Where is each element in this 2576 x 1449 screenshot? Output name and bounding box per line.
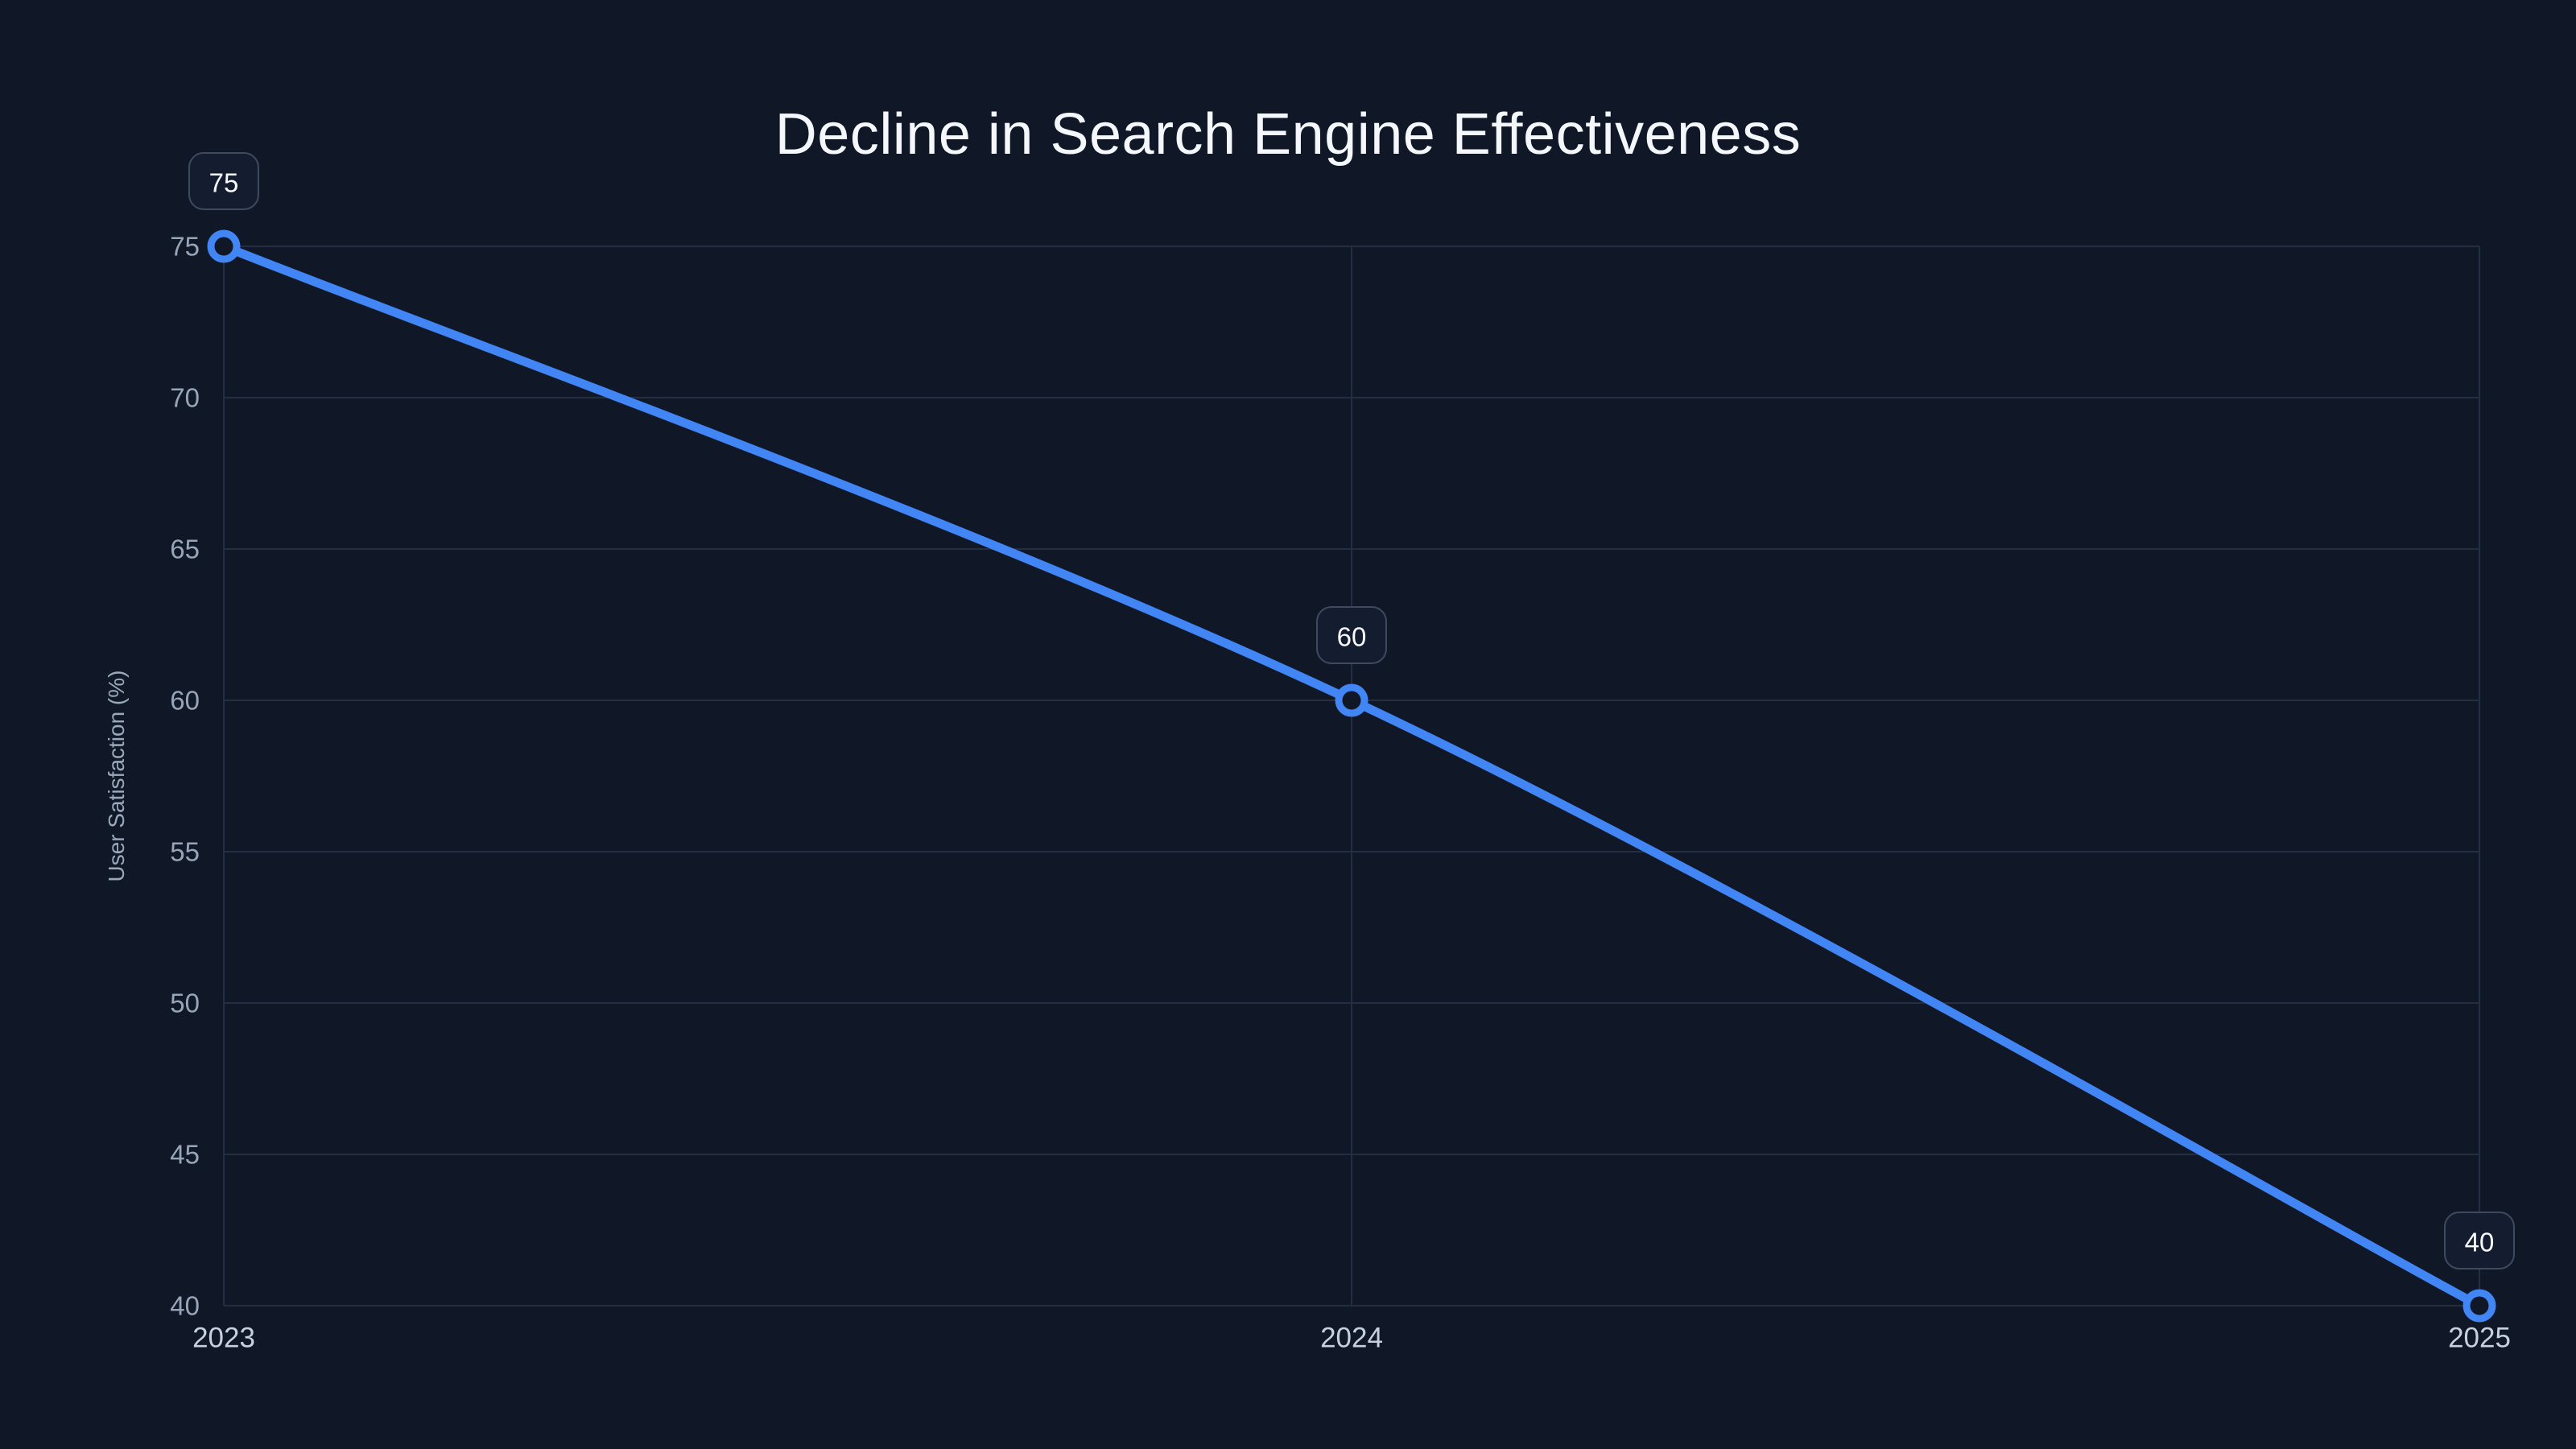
data-label-value: 75: [209, 168, 239, 198]
y-tick-label: 55: [170, 837, 200, 867]
y-tick-label: 75: [170, 232, 200, 262]
y-tick-label: 60: [170, 686, 200, 716]
chart-title: Decline in Search Engine Effectiveness: [774, 102, 1802, 167]
data-label-badge: [188, 152, 259, 210]
x-tick-label: 2023: [192, 1323, 255, 1354]
data-point-2025[interactable]: [2462, 1289, 2496, 1323]
y-tick-label: 65: [170, 535, 200, 564]
data-label-badge: [1316, 606, 1387, 664]
y-tick-label: 50: [170, 989, 200, 1018]
y-tick-label: 45: [170, 1140, 200, 1170]
data-label-value: 60: [1337, 622, 1367, 652]
data-label-value: 40: [2465, 1228, 2495, 1257]
y-tick-label: 70: [170, 383, 200, 413]
x-tick-label: 2025: [2448, 1323, 2511, 1354]
data-label-badge: [2444, 1212, 2515, 1269]
data-point-2023[interactable]: [207, 229, 241, 263]
y-tick-label: 40: [170, 1291, 200, 1321]
x-tick-label: 2024: [1320, 1323, 1383, 1354]
data-point-2024[interactable]: [1335, 683, 1368, 717]
